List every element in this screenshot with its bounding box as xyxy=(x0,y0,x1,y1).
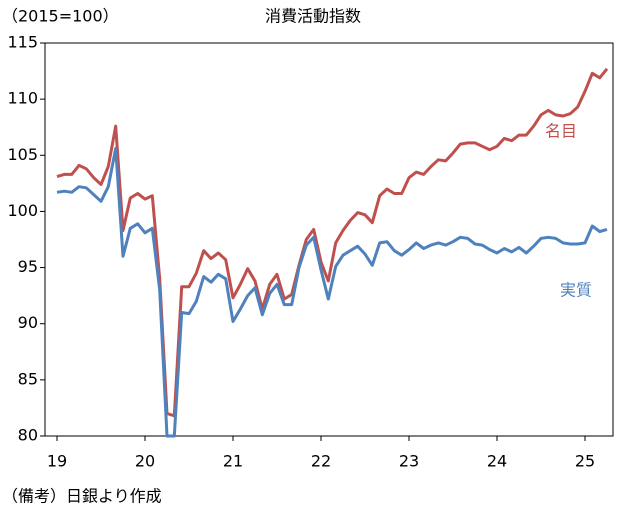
x-tick-label: 24 xyxy=(487,452,507,471)
y-axis-label: （2015=100） xyxy=(2,7,119,26)
note: （備考）日銀より作成 xyxy=(2,487,162,506)
x-tick-label: 20 xyxy=(135,452,155,471)
y-tick-label: 85 xyxy=(18,369,38,388)
y-tick-label: 100 xyxy=(7,201,38,220)
x-tick-label: 21 xyxy=(223,452,243,471)
chart-title: 消費活動指数 xyxy=(265,7,361,26)
y-tick-label: 105 xyxy=(7,145,38,164)
x-tick-label: 23 xyxy=(399,452,419,471)
plot-frame xyxy=(44,42,614,437)
x-tick-label: 25 xyxy=(575,452,595,471)
series-line xyxy=(56,147,608,438)
y-tick-label: 90 xyxy=(18,313,38,332)
y-tick-label: 95 xyxy=(18,257,38,276)
y-tick-label: 115 xyxy=(7,33,38,52)
series-line xyxy=(56,67,609,418)
x-tick-label: 19 xyxy=(47,452,67,471)
series-label: 名目 xyxy=(545,122,577,141)
x-tick-label: 22 xyxy=(311,452,331,471)
y-tick-label: 110 xyxy=(7,89,38,108)
series-label: 実質 xyxy=(560,281,592,300)
y-tick-label: 80 xyxy=(18,426,38,445)
